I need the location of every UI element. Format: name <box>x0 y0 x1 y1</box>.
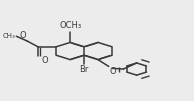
Text: O: O <box>41 56 48 65</box>
Text: Br: Br <box>79 65 89 74</box>
Text: O: O <box>109 67 116 76</box>
Text: CH₃: CH₃ <box>3 33 15 39</box>
Text: OCH₃: OCH₃ <box>59 21 81 30</box>
Text: O: O <box>19 31 26 40</box>
